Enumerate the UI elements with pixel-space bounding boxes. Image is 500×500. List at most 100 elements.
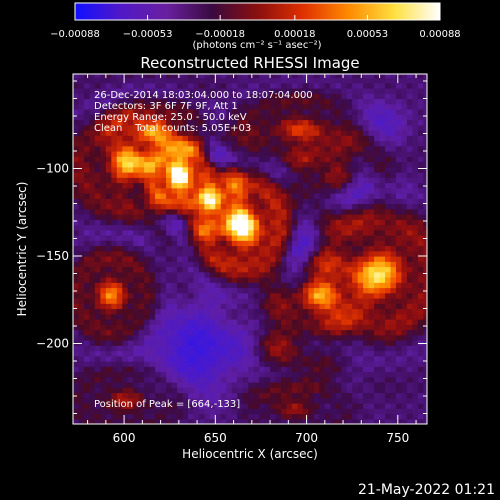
heatmap-cell xyxy=(166,214,173,220)
heatmap-cell xyxy=(100,172,107,178)
heatmap-cell xyxy=(100,340,107,346)
heatmap-cell xyxy=(209,235,216,241)
heatmap-cell xyxy=(346,172,353,178)
heatmap-cell xyxy=(357,403,364,409)
heatmap-cell xyxy=(406,250,413,257)
heatmap-cell xyxy=(401,156,408,163)
heatmap-cell xyxy=(209,74,216,79)
heatmap-cell xyxy=(89,361,96,367)
heatmap-cell xyxy=(302,198,309,205)
heatmap-cell xyxy=(319,250,326,257)
heatmap-cell xyxy=(73,376,80,383)
heatmap-cell xyxy=(83,182,91,189)
heatmap-cell xyxy=(226,145,233,152)
heatmap-cell xyxy=(368,261,375,268)
heatmap-cell xyxy=(264,277,271,283)
heatmap-cell xyxy=(94,392,101,399)
heatmap-cell xyxy=(187,418,195,424)
heatmap-cell xyxy=(412,193,419,199)
heatmap-cell xyxy=(264,361,271,367)
heatmap-cell xyxy=(155,93,162,100)
heatmap-cell xyxy=(127,166,134,173)
heatmap-cell xyxy=(352,156,359,163)
heatmap-cell xyxy=(281,140,288,147)
heatmap-cell xyxy=(374,140,381,147)
heatmap-cell xyxy=(149,93,156,100)
heatmap-cell xyxy=(395,261,403,268)
heatmap-cell xyxy=(324,156,331,163)
heatmap-cell xyxy=(237,350,244,357)
heatmap-cell xyxy=(111,109,118,115)
heatmap-cell xyxy=(390,240,397,247)
heatmap-cell xyxy=(242,145,249,152)
heatmap-cell xyxy=(177,98,184,105)
heatmap-cell xyxy=(352,266,359,273)
heatmap-cell xyxy=(193,361,200,367)
heatmap-cell xyxy=(187,74,195,79)
heatmap-cell xyxy=(308,224,315,231)
heatmap-cell xyxy=(346,308,353,315)
heatmap-cell xyxy=(341,403,348,409)
heatmap-cell xyxy=(324,271,331,278)
heatmap-cell xyxy=(368,324,375,331)
heatmap-cell xyxy=(302,172,309,178)
heatmap-cell xyxy=(357,345,364,352)
heatmap-cell xyxy=(406,277,413,283)
heatmap-cell xyxy=(286,166,293,173)
heatmap-cell xyxy=(417,88,424,94)
heatmap-cell xyxy=(209,229,216,236)
heatmap-cell xyxy=(177,182,184,189)
heatmap-cell xyxy=(291,166,299,173)
heatmap-cell xyxy=(73,308,80,315)
heatmap-cell xyxy=(226,350,233,357)
heatmap-cell xyxy=(193,88,200,94)
heatmap-cell xyxy=(281,74,288,79)
heatmap-cell xyxy=(100,124,107,131)
heatmap-cell xyxy=(89,340,96,346)
heatmap-cell xyxy=(313,82,320,89)
heatmap-cell xyxy=(335,130,342,136)
heatmap-cell xyxy=(379,387,386,394)
heatmap-cell xyxy=(231,282,238,289)
heatmap-cell xyxy=(83,187,91,194)
heatmap-cell xyxy=(308,166,315,173)
heatmap-cell xyxy=(264,219,271,226)
heatmap-cell xyxy=(281,130,288,136)
heatmap-cell xyxy=(417,166,424,173)
heatmap-cell xyxy=(220,287,227,294)
heatmap-cell xyxy=(144,324,151,331)
heatmap-cell xyxy=(100,187,107,194)
heatmap-cell xyxy=(215,324,222,331)
heatmap-cell xyxy=(242,418,249,424)
heatmap-cell xyxy=(149,145,156,152)
heatmap-cell xyxy=(352,271,359,278)
heatmap-cell xyxy=(401,182,408,189)
heatmap-cell xyxy=(237,74,244,79)
heatmap-cell xyxy=(73,329,80,336)
heatmap-cell xyxy=(78,418,85,424)
heatmap-cell xyxy=(182,287,189,294)
heatmap-cell xyxy=(319,340,326,346)
heatmap-cell xyxy=(242,135,249,142)
heatmap-cell xyxy=(182,140,189,147)
heatmap-cell xyxy=(406,376,413,383)
heatmap-cell xyxy=(231,77,238,84)
heatmap-cell xyxy=(226,408,233,415)
heatmap-cell xyxy=(111,313,118,320)
heatmap-cell xyxy=(111,261,118,268)
heatmap-cell xyxy=(335,387,342,394)
heatmap-cell xyxy=(253,387,260,394)
heatmap-cell xyxy=(374,130,381,136)
heatmap-cell xyxy=(155,103,162,110)
heatmap-cell xyxy=(144,329,151,336)
heatmap-cell xyxy=(78,266,85,273)
heatmap-cell xyxy=(374,350,381,357)
heatmap-cell xyxy=(149,397,156,404)
heatmap-cell xyxy=(144,135,151,142)
heatmap-cell xyxy=(308,413,315,420)
heatmap-cell xyxy=(209,361,216,367)
heatmap-cell xyxy=(346,98,353,105)
heatmap-cell xyxy=(390,361,397,367)
heatmap-cell xyxy=(231,229,238,236)
heatmap-cell xyxy=(209,319,216,325)
